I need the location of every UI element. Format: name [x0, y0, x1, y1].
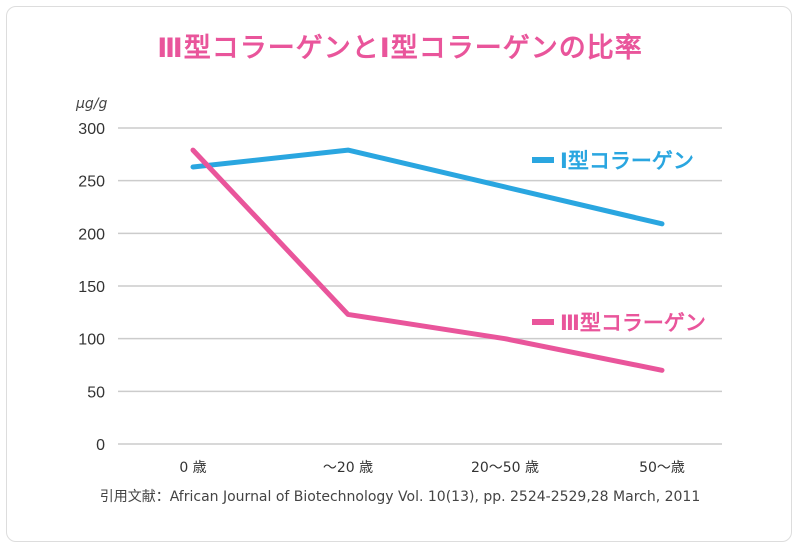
y-tick-label: 150 — [78, 279, 105, 296]
y-axis-label: μg/g — [76, 96, 108, 112]
x-tick-label: ～20 歳 — [323, 460, 373, 476]
series-line — [190, 147, 665, 227]
y-tick-label: 0 — [96, 437, 105, 454]
legend-swatch — [532, 319, 554, 325]
legend-label: Ⅲ型コラーゲン — [560, 311, 706, 335]
x-tick-label: 0 歳 — [179, 460, 206, 476]
chart-title: Ⅲ型コラーゲンとⅠ型コラーゲンの比率 — [157, 33, 643, 64]
y-tick-label: 50 — [87, 384, 105, 401]
legend-swatch — [532, 157, 554, 163]
x-tick-label: 20～50 歳 — [471, 460, 539, 476]
source-citation: 引用文献：African Journal of Biotechnology Vo… — [99, 489, 701, 505]
y-tick-label: 200 — [78, 226, 105, 243]
y-tick-label: 300 — [78, 121, 105, 138]
series-line — [190, 147, 665, 373]
chart-frame — [6, 6, 792, 542]
y-tick-label: 100 — [78, 332, 105, 349]
legend-label: Ⅰ型コラーゲン — [560, 149, 694, 173]
y-tick-label: 250 — [78, 174, 105, 191]
x-tick-label: 50～歳 — [639, 460, 685, 476]
